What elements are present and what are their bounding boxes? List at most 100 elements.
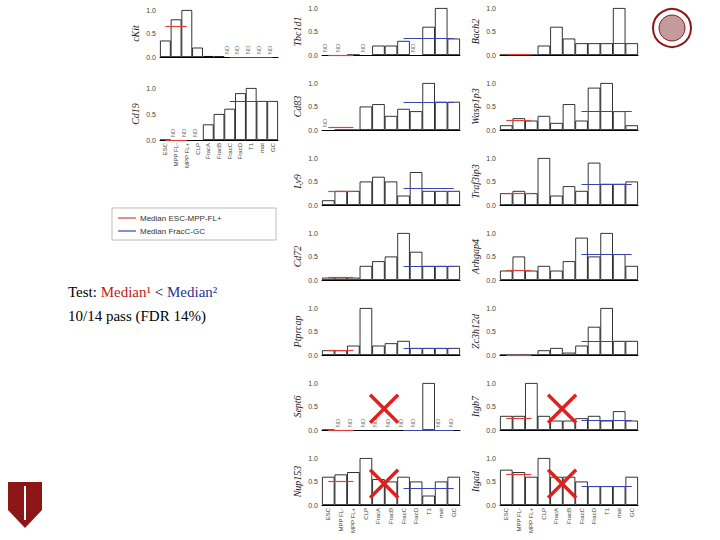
svg-text:MPP FL-: MPP FL- bbox=[173, 143, 179, 167]
svg-text:Nup153: Nup153 bbox=[292, 466, 303, 499]
svg-text:1.0: 1.0 bbox=[486, 305, 496, 312]
svg-text:0.5: 0.5 bbox=[486, 478, 496, 485]
svg-text:FracC: FracC bbox=[227, 142, 233, 159]
svg-text:Cd19: Cd19 bbox=[130, 103, 141, 125]
svg-text:0.0: 0.0 bbox=[486, 427, 496, 434]
svg-text:ND: ND bbox=[398, 418, 404, 427]
svg-text:0.5: 0.5 bbox=[486, 328, 496, 335]
svg-text:ND: ND bbox=[335, 418, 341, 427]
svg-text:0.5: 0.5 bbox=[486, 103, 496, 110]
svg-text:0.5: 0.5 bbox=[308, 253, 318, 260]
svg-text:1.0: 1.0 bbox=[308, 80, 318, 87]
svg-text:T1: T1 bbox=[248, 142, 254, 150]
svg-text:1.0: 1.0 bbox=[486, 455, 496, 462]
svg-text:ESC: ESC bbox=[503, 507, 509, 520]
svg-text:Traf3ip3: Traf3ip3 bbox=[470, 164, 481, 198]
svg-text:ESC: ESC bbox=[325, 507, 331, 520]
svg-text:ND: ND bbox=[181, 128, 187, 137]
svg-text:0.0: 0.0 bbox=[486, 202, 496, 209]
svg-text:cKit: cKit bbox=[130, 25, 141, 42]
svg-text:Median FracC-GC: Median FracC-GC bbox=[140, 227, 205, 236]
svg-text:CLP: CLP bbox=[363, 508, 369, 520]
svg-text:MPP FL+: MPP FL+ bbox=[528, 508, 534, 534]
svg-text:0.0: 0.0 bbox=[308, 202, 318, 209]
svg-text:Sept6: Sept6 bbox=[292, 395, 303, 417]
svg-text:0.5: 0.5 bbox=[308, 178, 318, 185]
svg-text:1.0: 1.0 bbox=[486, 80, 496, 87]
svg-text:ND: ND bbox=[234, 45, 240, 54]
svg-text:Arhgap4: Arhgap4 bbox=[470, 239, 481, 275]
svg-text:1.0: 1.0 bbox=[308, 5, 318, 12]
svg-text:CLP: CLP bbox=[195, 143, 201, 155]
svg-text:mat: mat bbox=[438, 508, 444, 518]
svg-text:0.0: 0.0 bbox=[308, 52, 318, 59]
svg-text:0.0: 0.0 bbox=[146, 137, 156, 144]
svg-text:0.5: 0.5 bbox=[486, 403, 496, 410]
svg-text:1.0: 1.0 bbox=[308, 155, 318, 162]
svg-text:ND: ND bbox=[347, 418, 353, 427]
svg-text:0.0: 0.0 bbox=[308, 352, 318, 359]
svg-text:Cd72: Cd72 bbox=[292, 246, 303, 268]
svg-text:0.0: 0.0 bbox=[308, 427, 318, 434]
svg-text:mat: mat bbox=[616, 508, 622, 518]
svg-text:ND: ND bbox=[435, 418, 441, 427]
svg-text:ND: ND bbox=[245, 45, 251, 54]
svg-text:Bach2: Bach2 bbox=[470, 19, 481, 45]
svg-text:Median ESC-MPP-FL+: Median ESC-MPP-FL+ bbox=[140, 214, 222, 223]
svg-text:ND: ND bbox=[385, 418, 391, 427]
svg-text:1.0: 1.0 bbox=[486, 230, 496, 237]
svg-text:1.0: 1.0 bbox=[486, 380, 496, 387]
svg-text:ND: ND bbox=[192, 128, 198, 137]
svg-text:FracA: FracA bbox=[553, 508, 559, 524]
svg-text:MPP FL-: MPP FL- bbox=[516, 508, 522, 532]
svg-text:0.0: 0.0 bbox=[308, 277, 318, 284]
svg-text:ND: ND bbox=[322, 43, 328, 52]
svg-text:1.0: 1.0 bbox=[486, 155, 496, 162]
svg-text:GC: GC bbox=[451, 507, 457, 517]
svg-text:FracC: FracC bbox=[579, 507, 585, 524]
svg-text:ND: ND bbox=[360, 418, 366, 427]
svg-text:ND: ND bbox=[170, 128, 176, 137]
svg-text:FracA: FracA bbox=[375, 508, 381, 524]
svg-text:0.0: 0.0 bbox=[486, 127, 496, 134]
svg-text:ESC: ESC bbox=[162, 142, 168, 155]
svg-text:Zc3h12d: Zc3h12d bbox=[470, 313, 481, 349]
svg-text:0.5: 0.5 bbox=[308, 403, 318, 410]
svg-text:ND: ND bbox=[448, 418, 454, 427]
svg-text:0.5: 0.5 bbox=[486, 178, 496, 185]
svg-text:FracB: FracB bbox=[216, 143, 222, 159]
svg-text:Ptprcap: Ptprcap bbox=[292, 316, 303, 349]
svg-text:0.5: 0.5 bbox=[146, 30, 156, 37]
svg-text:FracA: FracA bbox=[205, 143, 211, 159]
svg-text:Itgad: Itgad bbox=[470, 470, 481, 493]
svg-text:FracB: FracB bbox=[388, 508, 394, 524]
svg-text:FracB: FracB bbox=[566, 508, 572, 524]
svg-text:0.5: 0.5 bbox=[308, 328, 318, 335]
svg-text:0.0: 0.0 bbox=[486, 502, 496, 509]
svg-text:mat: mat bbox=[259, 143, 265, 153]
svg-text:GC: GC bbox=[270, 142, 276, 152]
svg-text:GC: GC bbox=[629, 507, 635, 517]
svg-text:1.0: 1.0 bbox=[146, 85, 156, 92]
svg-text:FracD: FracD bbox=[413, 507, 419, 524]
svg-text:1.0: 1.0 bbox=[486, 5, 496, 12]
svg-text:0.0: 0.0 bbox=[486, 352, 496, 359]
svg-text:Itgb7: Itgb7 bbox=[470, 395, 481, 418]
svg-text:FracC: FracC bbox=[401, 507, 407, 524]
svg-text:0.0: 0.0 bbox=[146, 54, 156, 61]
svg-text:1.0: 1.0 bbox=[308, 230, 318, 237]
svg-text:ND: ND bbox=[410, 43, 416, 52]
svg-text:ND: ND bbox=[224, 45, 230, 54]
svg-text:0.5: 0.5 bbox=[146, 111, 156, 118]
svg-text:Wasp1p3: Wasp1p3 bbox=[470, 88, 481, 124]
svg-text:0.5: 0.5 bbox=[308, 103, 318, 110]
svg-text:T1: T1 bbox=[604, 507, 610, 515]
svg-text:CLP: CLP bbox=[541, 508, 547, 520]
svg-text:MPP FL-: MPP FL- bbox=[338, 508, 344, 532]
svg-text:0.5: 0.5 bbox=[486, 253, 496, 260]
svg-text:MPP FL+: MPP FL+ bbox=[184, 143, 190, 169]
svg-text:1.0: 1.0 bbox=[308, 380, 318, 387]
svg-text:1.0: 1.0 bbox=[308, 455, 318, 462]
svg-text:0.0: 0.0 bbox=[308, 502, 318, 509]
svg-text:1.0: 1.0 bbox=[308, 305, 318, 312]
